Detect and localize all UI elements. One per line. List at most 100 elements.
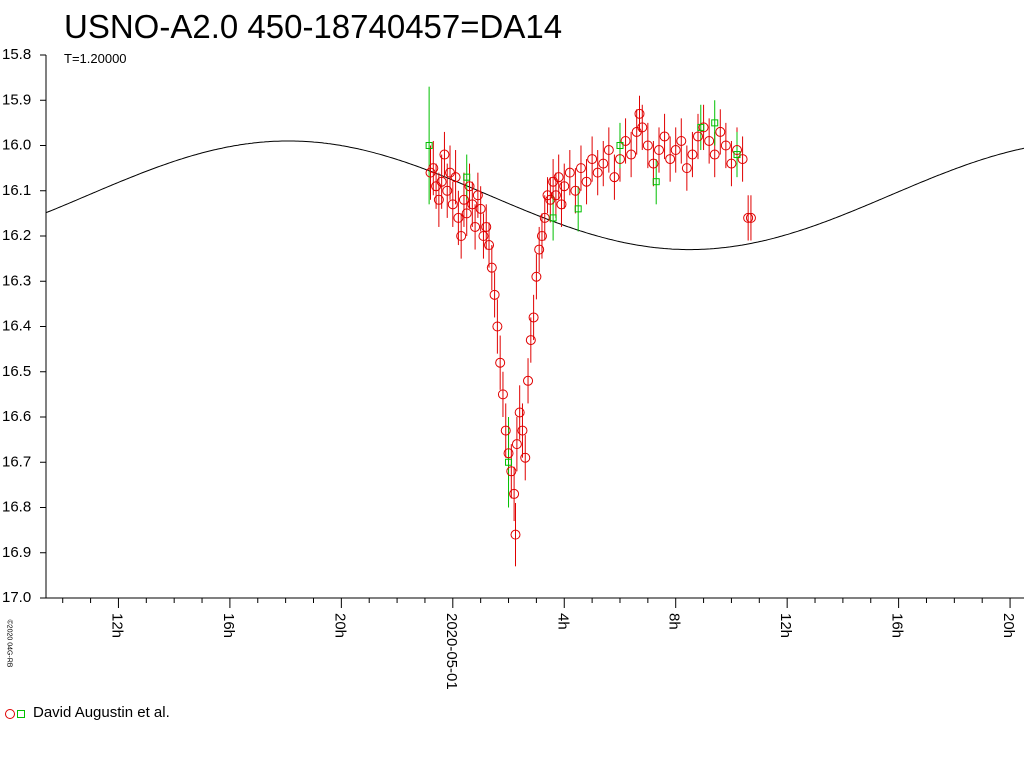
circle-point [704,135,715,146]
circle-point [453,212,464,223]
chart-subtitle: T=1.20000 [64,51,127,66]
circle-point [486,262,497,273]
circle-point [743,212,754,223]
x-tick-label: 16h [220,613,237,638]
square-point [616,142,624,149]
circle-point [687,149,698,160]
circle-point [614,154,625,165]
circle-point [659,131,670,142]
circle-point [665,154,676,165]
circle-point [439,149,450,160]
square-point [574,205,582,213]
circle-point [467,199,478,210]
circle-point [634,108,645,119]
x-tick-label: 12h [777,613,794,638]
circle-point [478,231,489,241]
square-point [505,458,513,466]
circle-point [592,167,603,178]
legend-symbols [5,706,27,720]
y-tick-label: 16.3 [2,272,31,289]
circle-point [520,452,531,463]
circle-point [693,131,703,142]
circle-point [442,185,453,196]
circle-point [681,163,692,174]
legend: David Augustin et al. [5,704,170,721]
circle-point [523,375,534,386]
circle-point [642,140,653,151]
circle-point [458,194,469,205]
x-tick-label: 2020-05-01 [443,613,460,690]
legend-label: David Augustin et al. [33,704,170,721]
circle-point [450,172,461,183]
circle-point [653,145,664,156]
y-tick-label: 15.9 [2,91,31,108]
y-tick-label: 16.7 [2,453,31,470]
circle-point [497,389,508,400]
circle-point [525,335,536,346]
x-tick-label: 20h [331,613,348,638]
circle-point [587,154,598,165]
axes: 15.8 15.9 16.0 16.1 16.2 16.3 16.4 16.5 16.6 16.7… [2,46,1024,690]
circle-point [609,172,620,183]
circle-point [720,140,731,151]
model-curve [45,140,1024,251]
square-point [733,151,741,159]
circle-point [670,145,681,156]
chart-title: USNO-A2.0 450-18740457=DA14 [64,8,563,45]
circle-point [603,145,614,156]
circle-point [528,312,539,323]
y-tick-label: 16.0 [2,137,31,154]
y-tick-label: 16.1 [2,182,31,199]
circle-point [598,158,609,169]
circle-point [464,181,475,192]
circle-point [745,212,756,223]
circle-point [509,488,520,499]
model-curve-line [45,140,1024,251]
circle-point [539,212,550,223]
circle-point [698,122,709,133]
circle-point [489,289,500,300]
circle-point [470,221,481,232]
x-tick-label: 20h [1000,613,1017,638]
circle-marker-icon [5,708,15,719]
circle-point [428,163,439,174]
circle-point [626,149,637,160]
y-tick-label: 16.4 [2,318,31,335]
circle-point [510,529,521,540]
circle-point [517,425,528,436]
circle-point [726,158,737,169]
copyright-text: ©2020 04G-RB [5,619,13,668]
y-tick-label: 16.2 [2,227,31,244]
x-tick-label: 4h [554,613,571,630]
error-bars [428,86,752,567]
circle-point [492,321,503,332]
data-points [425,108,756,540]
circle-point [648,158,659,169]
x-tick-label: 16h [889,613,906,638]
circle-point [500,425,511,436]
square-point [425,142,433,149]
circle-point [531,271,542,282]
x-tick-label: 12h [108,613,125,638]
circle-point [620,135,631,146]
circle-point [475,203,486,214]
circle-point [481,221,492,232]
circle-point [550,190,561,201]
circle-point [553,172,564,183]
y-tick-label: 16.6 [2,408,31,425]
circle-point [709,149,720,160]
square-point [652,178,660,186]
circle-point [732,145,743,156]
square-marker-icon [17,709,25,718]
circle-point [506,466,517,477]
square-point [549,214,557,222]
circle-point [503,448,514,459]
circle-point [447,199,458,210]
circle-point [676,135,687,146]
circle-point [461,208,472,219]
y-tick-label: 16.8 [2,499,31,516]
square-point [697,123,705,131]
circle-point [484,240,495,251]
circle-point [456,231,467,241]
